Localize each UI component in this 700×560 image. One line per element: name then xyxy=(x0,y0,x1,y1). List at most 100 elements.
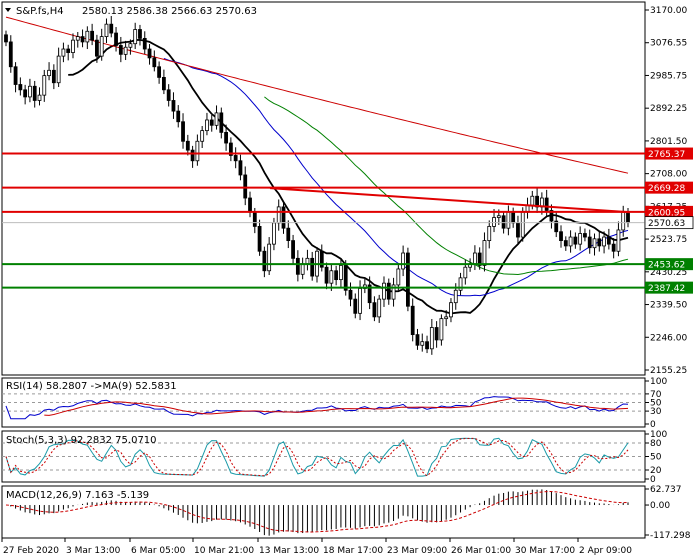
candle-body xyxy=(233,155,238,162)
candle-body xyxy=(75,36,80,41)
candle-body xyxy=(300,263,305,275)
level-tag-2453.62 xyxy=(645,258,693,271)
candle-body xyxy=(291,240,295,259)
candle-body xyxy=(597,238,602,247)
candle-body xyxy=(578,233,583,245)
candle-body xyxy=(496,215,501,218)
rsi-line xyxy=(5,396,629,420)
candle-body xyxy=(611,243,616,252)
candle-body xyxy=(626,211,630,224)
candle-body xyxy=(382,282,386,300)
candle-body xyxy=(195,140,200,162)
ma-55-line xyxy=(264,96,629,276)
stoch-y-tick-label: 0 xyxy=(650,475,656,485)
stoch-d-line xyxy=(5,437,629,477)
candle-body xyxy=(219,112,224,133)
current-price-label: 2570.63 xyxy=(648,219,685,229)
candle-body xyxy=(214,112,219,126)
candle-body xyxy=(61,48,66,57)
candle-body xyxy=(99,36,104,57)
candle-body xyxy=(415,334,420,346)
candle-body xyxy=(200,130,205,142)
candle-body xyxy=(463,266,468,279)
current-price-tag xyxy=(644,216,694,230)
candle-body xyxy=(487,226,492,241)
candle-body xyxy=(32,85,37,101)
candle-body xyxy=(205,119,209,132)
candle-body xyxy=(386,282,391,300)
main-y-tick-label: 2155.25 xyxy=(650,366,687,376)
level-tag-label-2453.62: 2453.62 xyxy=(648,261,685,271)
candle-body xyxy=(138,29,142,39)
main-y-tick-label: 3170.00 xyxy=(650,6,687,16)
candle-body xyxy=(358,288,362,314)
candle-body xyxy=(28,85,32,98)
main-y-tick-label: 2523.75 xyxy=(650,235,687,245)
main-y-tick-label: 2985.75 xyxy=(650,71,687,81)
main-price-panel: 3170.00 3076.55 2985.75 2892.25 2801.50 2708.… xyxy=(1,1,694,376)
level-tag-2669.28 xyxy=(645,181,693,194)
x-axis: 27 Feb 2020 3 Mar 13:00 6 Mar 05:00 10 Mar … xyxy=(1,538,632,556)
x-tick-label: 26 Mar 01:00 xyxy=(451,546,511,556)
candle-body xyxy=(157,66,162,78)
candle-body xyxy=(71,39,75,53)
rsi-label: RSI(14) 58.2807 ->MA(9) 52.5831 xyxy=(6,381,177,392)
candle-body xyxy=(348,289,353,300)
candle-body xyxy=(228,142,233,156)
main-y-tick-label: 2892.25 xyxy=(650,104,687,114)
candle-body xyxy=(85,30,90,43)
candle-body xyxy=(104,23,109,38)
candle-body xyxy=(334,270,339,281)
candle-body xyxy=(453,289,458,304)
candle-body xyxy=(554,220,559,233)
candle-body xyxy=(152,57,157,68)
candle-body xyxy=(477,252,482,266)
ma-14-line xyxy=(68,38,629,315)
candle-body xyxy=(262,250,267,272)
candle-body xyxy=(133,29,138,45)
candle-body xyxy=(616,229,621,252)
candle-body xyxy=(238,160,243,176)
candle-body xyxy=(123,46,128,55)
stoch-y-tick-label: 80 xyxy=(650,439,662,449)
candle-body xyxy=(343,265,348,291)
macd-frame xyxy=(1,485,646,539)
x-tick-label: 3 Mar 13:00 xyxy=(66,546,121,556)
x-tick-label: 6 Mar 05:00 xyxy=(131,546,186,556)
main-y-tick-label: 2708.00 xyxy=(650,170,687,180)
x-tick-label: 30 Mar 17:00 xyxy=(515,546,575,556)
candle-body xyxy=(420,341,425,346)
candle-body xyxy=(243,174,248,199)
candle-body xyxy=(257,226,262,252)
level-tag-2765.37 xyxy=(645,147,693,160)
macd-y-tick-label: 0.00 xyxy=(650,501,670,511)
candle-body xyxy=(272,222,276,245)
dropdown-triangle-icon[interactable] xyxy=(5,8,11,12)
candle-body xyxy=(439,318,444,341)
macd-panel: 62.737 0.00 -117.298 xyxy=(1,485,691,541)
candle-body xyxy=(295,257,300,275)
candle-body xyxy=(276,206,281,224)
x-tick-label: 23 Mar 09:00 xyxy=(387,546,447,556)
candle-body xyxy=(429,327,434,350)
candle-body xyxy=(114,32,118,46)
candle-body xyxy=(286,227,291,241)
main-y-tick-label: 2339.50 xyxy=(650,301,687,311)
stoch-y-tick-label: 50 xyxy=(650,453,662,463)
stoch-y-tick-label: 20 xyxy=(650,466,662,476)
candle-body xyxy=(606,236,611,245)
rsi-y-tick-label: 30 xyxy=(650,407,662,417)
candle-body xyxy=(23,89,28,98)
candle-body xyxy=(142,37,147,50)
candle-body xyxy=(224,131,228,144)
candle-body xyxy=(444,316,449,320)
candle-body xyxy=(267,243,272,272)
chart-symbol-header: S&P.fs,H4 xyxy=(16,6,64,17)
rsi-y-tick-label: 100 xyxy=(650,377,667,387)
candle-body xyxy=(372,302,377,318)
stoch-label: Stoch(5,3,3) 92.2832 75.0710 xyxy=(6,435,157,446)
macd-label: MACD(12,26,9) 7.163 -5.139 xyxy=(6,490,149,501)
candle-body xyxy=(410,305,415,336)
